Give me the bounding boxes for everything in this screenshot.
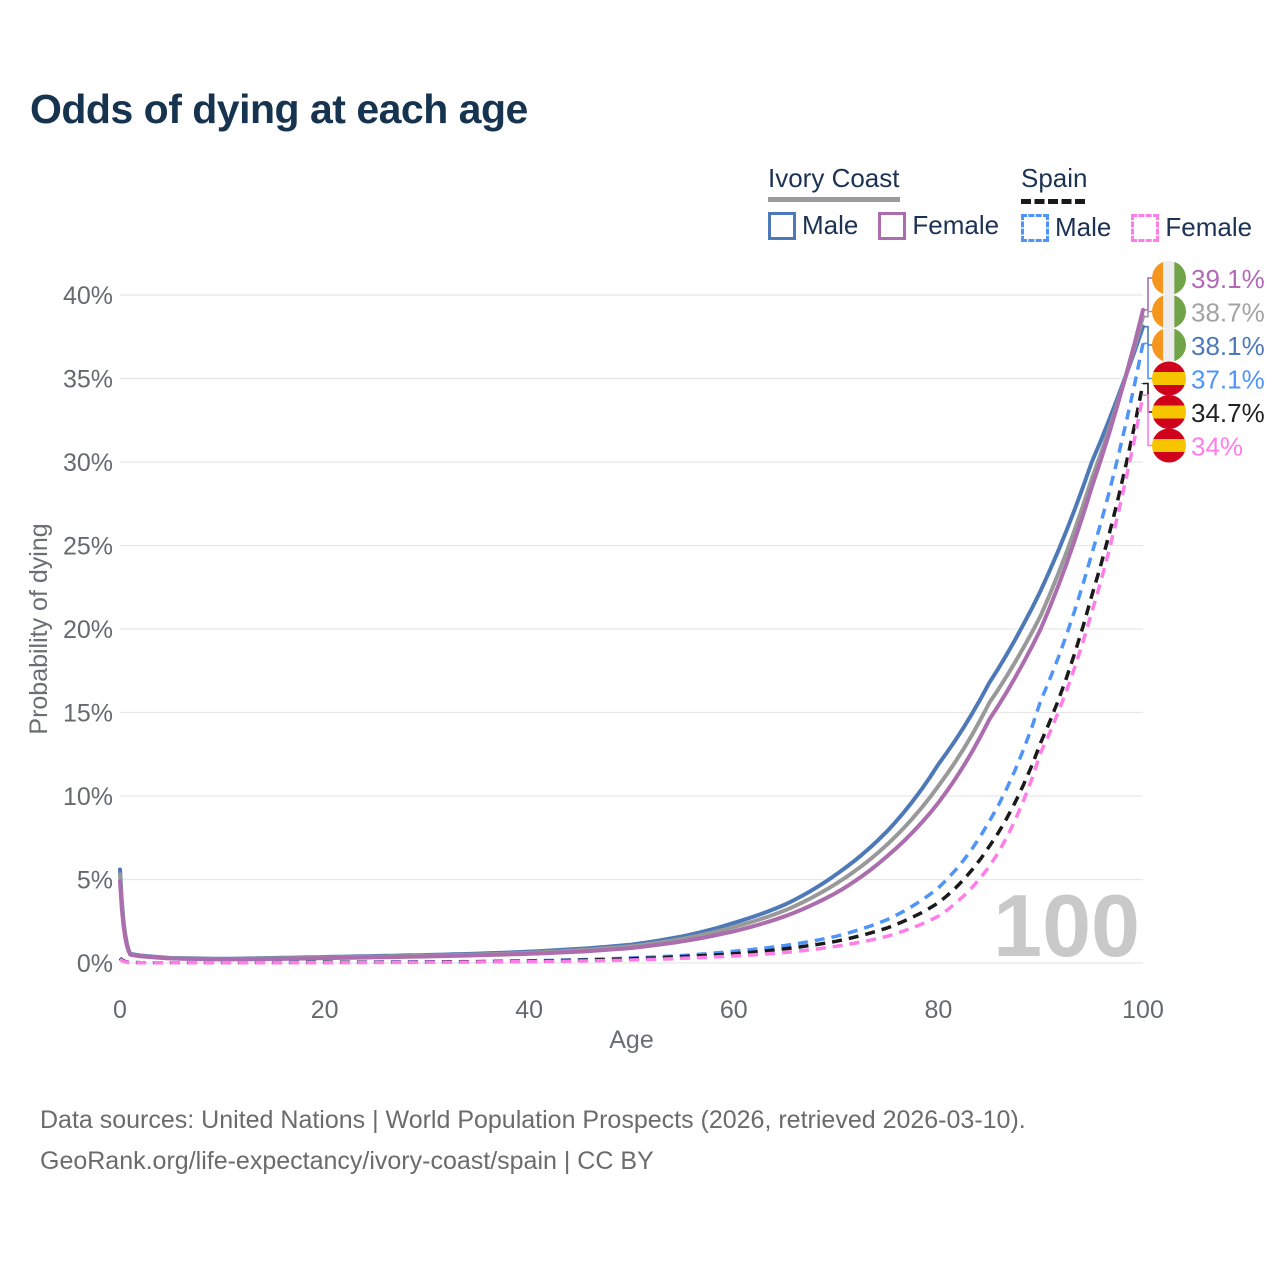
- y-tick-label: 35%: [63, 366, 113, 394]
- y-tick-label: 5%: [77, 867, 113, 895]
- legend-group-ivory-coast: Ivory Coast Male Female: [768, 163, 999, 241]
- y-tick-label: 30%: [63, 449, 113, 477]
- x-tick-label: 80: [924, 996, 952, 1024]
- line-spain-male[interactable]: [118, 343, 1145, 965]
- spain-flag-icon: [1152, 361, 1186, 396]
- y-tick-label: 20%: [63, 616, 113, 644]
- y-axis-title: Probability of dying: [25, 523, 53, 734]
- legend-label-spain-male: Male: [1055, 212, 1112, 242]
- legend-swatch-spain-male[interactable]: [1021, 213, 1049, 242]
- legend-swatch-spain-female[interactable]: [1131, 213, 1160, 242]
- end-label-connector: [1143, 277, 1153, 311]
- page-title: Odds of dying at each age: [30, 86, 528, 132]
- end-label-connector: [1143, 325, 1153, 346]
- end-label: 34.7%: [1191, 398, 1265, 428]
- end-label: 38.7%: [1191, 298, 1265, 328]
- ivory-coast-flag-icon: [1152, 261, 1186, 295]
- end-label: 37.1%: [1191, 365, 1265, 395]
- legend-group-spain: Spain Male Female: [1021, 163, 1252, 243]
- y-tick-label: 0%: [77, 950, 113, 978]
- end-label-connector: [1143, 394, 1153, 447]
- legend-underline-dashed: [1021, 199, 1085, 204]
- spain-flag-icon: [1152, 395, 1186, 429]
- legend-title-spain: Spain: [1021, 163, 1088, 193]
- data-source-line2: GeoRank.org/life-expectancy/ivory-coast/…: [40, 1147, 654, 1175]
- end-label-connector: [1143, 310, 1153, 318]
- x-tick-label: 60: [720, 996, 748, 1024]
- ivory-coast-flag-icon: [1152, 328, 1186, 362]
- x-tick-label: 0: [113, 996, 127, 1024]
- data-source-line1: Data sources: United Nations | World Pop…: [40, 1106, 1026, 1134]
- line-spain-both-sexes[interactable]: [118, 383, 1145, 965]
- legend-label-ivory-coast-male: Male: [802, 210, 859, 240]
- line-ivory-coast-male[interactable]: [118, 324, 1145, 961]
- end-label: 38.1%: [1191, 331, 1265, 361]
- y-tick-label: 15%: [63, 700, 113, 728]
- y-tick-label: 40%: [63, 282, 113, 310]
- age-cursor: 100: [993, 876, 1140, 975]
- legend-title-ivory-coast: Ivory Coast: [768, 163, 900, 193]
- x-tick-label: 20: [311, 996, 339, 1024]
- spain-flag-icon: [1152, 428, 1186, 463]
- line-ivory-coast-both-sexes[interactable]: [118, 314, 1145, 962]
- legend-swatch-ivory-coast-male[interactable]: [768, 211, 796, 240]
- end-label: 39.1%: [1191, 264, 1265, 294]
- x-tick-label: 100: [1122, 996, 1164, 1024]
- x-tick-label: 40: [515, 996, 543, 1024]
- end-label-connector: [1143, 342, 1153, 380]
- line-ivory-coast-female[interactable]: [118, 308, 1145, 962]
- legend-swatch-ivory-coast-female[interactable]: [878, 211, 907, 240]
- ivory-coast-flag-icon: [1152, 294, 1186, 329]
- legend-label-spain-female: Female: [1165, 212, 1253, 242]
- y-tick-label: 25%: [63, 533, 113, 561]
- end-label: 34%: [1191, 432, 1243, 462]
- line-spain-female[interactable]: [118, 394, 1145, 965]
- legend-label-ivory-coast-female: Female: [912, 210, 1000, 240]
- legend-underline-solid: [768, 197, 900, 202]
- x-axis-title: Age: [609, 1026, 653, 1054]
- data-source-note: Data sources: United Nations | World Pop…: [40, 1100, 1026, 1182]
- y-tick-label: 10%: [63, 783, 113, 811]
